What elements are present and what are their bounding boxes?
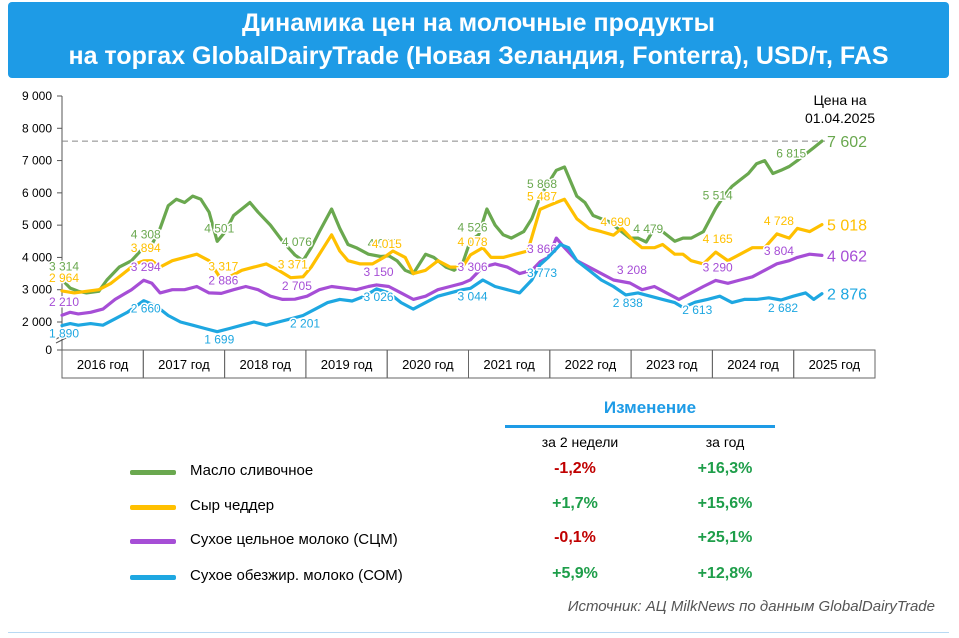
data-label-smp: 2 201: [290, 317, 320, 331]
data-label-wmp: 3 150: [364, 265, 394, 279]
col-head-2weeks: за 2 недели: [541, 434, 619, 450]
chart-title-line1: Динамика цен на молочные продукты: [242, 9, 715, 37]
data-label-wmp: 3 208: [617, 263, 647, 277]
data-label-cheddar: 5 487: [527, 189, 557, 203]
series-line-cheddar: [60, 197, 824, 295]
x-category-label: 2020 год: [402, 357, 454, 372]
data-label-smp: 1 699: [204, 333, 234, 347]
data-label-smp: 2 660: [131, 302, 161, 316]
x-category-label: 2024 год: [727, 357, 779, 372]
data-label-wmp: 3 306: [458, 260, 488, 274]
data-label-wmp: 3 290: [703, 260, 733, 274]
axis-break-mark: [55, 336, 69, 344]
data-label-wmp: 2 210: [49, 295, 79, 309]
col-head-year: за год: [705, 434, 745, 450]
axis-break-mark: [55, 332, 69, 340]
price-chart: 0 2 000 3 000 4 000 5 000 6 000 7 000 8 000 9 00…: [22, 89, 876, 379]
change-year-wmp: +25,1%: [697, 529, 753, 546]
data-label-smp: 1 890: [49, 327, 79, 341]
data-label-smp: 2 613: [682, 303, 712, 317]
legend-swatch-wmp: [130, 539, 176, 544]
price-note-line2: 01.04.2025: [805, 110, 875, 126]
y-tick-label: 0: [45, 343, 52, 357]
legend-label-cheddar: Сыр чеддер: [190, 497, 275, 514]
current-price-cheddar: 5 018: [827, 218, 867, 235]
y-tick-label: 7 000: [22, 154, 52, 168]
change-year-cheddar: +15,6%: [697, 495, 753, 512]
y-tick-label: 8 000: [22, 121, 52, 135]
change-2weeks-cheddar: +1,7%: [552, 495, 598, 512]
data-label-butter: 5 514: [703, 189, 733, 203]
data-label-butter: 4 501: [204, 221, 234, 235]
series-line-butter: [60, 139, 824, 295]
x-category-cell: [793, 349, 876, 379]
y-tick-label: 4 000: [22, 250, 52, 264]
data-label-smp: 3 026: [364, 290, 394, 304]
data-label-butter: 4 076: [282, 235, 312, 249]
title-banner: Динамика цен на молочные продукты на тор…: [8, 2, 949, 78]
x-category-label: 2017 год: [158, 357, 210, 372]
legend-swatch-butter: [130, 470, 176, 475]
data-label-cheddar: 4 165: [703, 232, 733, 246]
current-price-wmp: 4 062: [827, 248, 867, 265]
x-category-label: 2022 год: [565, 357, 617, 372]
data-label-smp: 2 838: [613, 296, 643, 310]
x-category-label: 2021 год: [483, 357, 535, 372]
y-tick-label: 5 000: [22, 218, 52, 232]
change-header: Изменение: [603, 398, 697, 417]
data-label-cheddar: 4 728: [764, 214, 794, 228]
legend-label-smp: Сухое обезжир. молоко (СОМ): [190, 567, 403, 584]
y-tick-label: 9 000: [22, 89, 52, 103]
data-label-wmp: 2 705: [282, 279, 312, 293]
series-line-wmp: [60, 236, 824, 317]
data-label-smp: 2 682: [768, 301, 798, 315]
change-year-smp: +12,8%: [697, 565, 753, 582]
data-label-cheddar: 3 371: [278, 258, 308, 272]
change-year-butter: +16,3%: [697, 460, 753, 477]
change-2weeks-wmp: -0,1%: [554, 529, 596, 546]
data-label-butter: 4 479: [633, 222, 663, 236]
data-label-cheddar: 2 964: [49, 271, 79, 285]
current-price-butter: 7 602: [827, 134, 867, 151]
data-label-smp: 3 773: [527, 266, 557, 280]
data-label-butter: 5 868: [527, 177, 557, 191]
bottom-divider: [8, 632, 949, 633]
data-label-smp: 3 044: [458, 289, 488, 303]
series-line-smp: [60, 242, 824, 334]
legend-swatch-cheddar: [130, 505, 176, 510]
legend-label-wmp: Сухое цельное молоко (СЦМ): [190, 531, 398, 548]
data-label-butter: 6 815: [776, 147, 806, 161]
y-tick-label: 2 000: [22, 315, 52, 329]
current-price-smp: 2 876: [827, 287, 867, 304]
data-label-butter: 3 314: [49, 260, 79, 274]
x-category-label: 2023 год: [646, 357, 698, 372]
y-tick-label: 6 000: [22, 186, 52, 200]
legend-label-butter: Масло сливочное: [190, 462, 314, 479]
change-2weeks-smp: +5,9%: [552, 565, 598, 582]
data-label-wmp: 3 804: [764, 244, 794, 258]
change-2weeks-butter: -1,2%: [554, 460, 596, 477]
change-header-underline: [505, 425, 775, 428]
data-label-butter: 4 029: [368, 236, 398, 250]
x-category-label: 2019 год: [321, 357, 373, 372]
source-note: Источник: АЦ MilkNews по данным GlobalDa…: [567, 598, 935, 615]
data-label-wmp: 3 294: [131, 260, 161, 274]
x-category-label: 2018 год: [239, 357, 291, 372]
data-label-butter: 4 526: [458, 220, 488, 234]
data-label-cheddar: 3 894: [131, 241, 161, 255]
data-label-butter: 4 308: [131, 227, 161, 241]
x-category-label: 2025 год: [809, 357, 861, 372]
legend-swatch-smp: [130, 575, 176, 580]
data-label-cheddar: 4 078: [458, 235, 488, 249]
data-label-cheddar: 4 015: [372, 237, 402, 251]
chart-title-line2: на торгах GlobalDairyTrade (Новая Зеланд…: [68, 42, 889, 70]
data-label-cheddar: 3 317: [208, 259, 238, 273]
x-category-label: 2016 год: [77, 357, 129, 372]
data-label-cheddar: 4 690: [601, 215, 631, 229]
y-tick-label: 3 000: [22, 283, 52, 297]
price-note-line1: Цена на: [813, 92, 866, 108]
data-label-wmp: 2 886: [208, 273, 238, 287]
